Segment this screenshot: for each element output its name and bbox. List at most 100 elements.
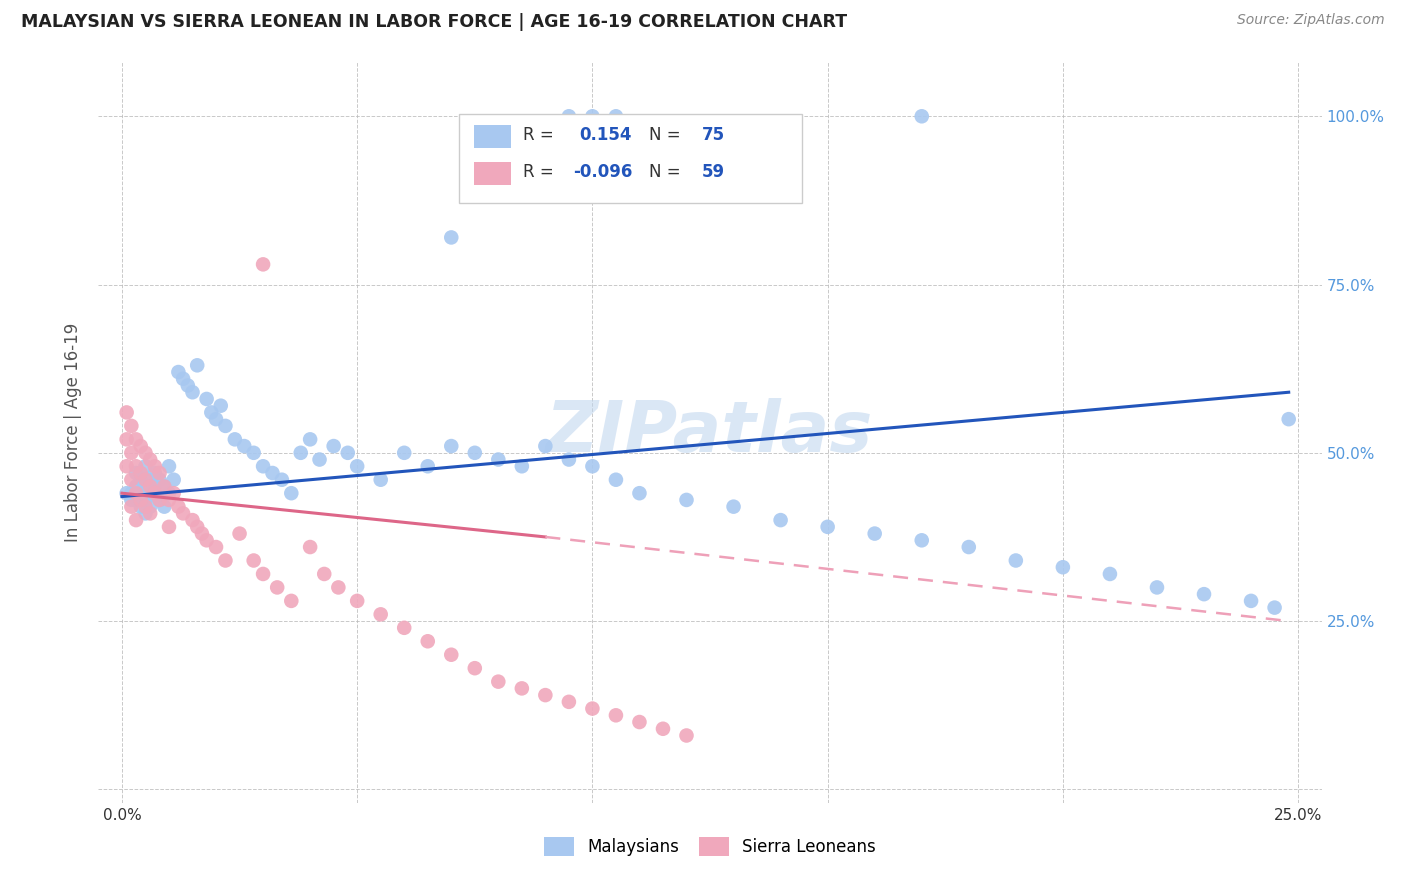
Point — [628, 714, 651, 729]
Point — [129, 492, 152, 507]
Point — [186, 520, 208, 534]
Point — [143, 486, 166, 500]
Y-axis label: In Labor Force | Age 16-19: In Labor Force | Age 16-19 — [65, 323, 83, 542]
Point — [280, 594, 302, 608]
Point — [346, 594, 368, 608]
Point — [392, 621, 415, 635]
Point — [464, 661, 486, 675]
Point — [370, 607, 392, 622]
Text: Source: ZipAtlas.com: Source: ZipAtlas.com — [1237, 13, 1385, 28]
Point — [125, 459, 148, 474]
Point — [149, 473, 172, 487]
Point — [139, 500, 162, 514]
Point — [228, 526, 250, 541]
Point — [242, 446, 264, 460]
Point — [675, 492, 697, 507]
Point — [205, 540, 228, 554]
Point — [486, 674, 509, 689]
Bar — [474, 126, 510, 147]
Point — [143, 479, 166, 493]
Point — [224, 433, 246, 447]
Point — [233, 439, 256, 453]
Point — [911, 109, 934, 123]
Point — [134, 479, 156, 493]
Point — [252, 459, 274, 474]
Point — [157, 459, 180, 474]
Point — [290, 446, 312, 460]
Point — [167, 500, 190, 514]
Text: N =: N = — [648, 126, 681, 144]
Point — [252, 257, 274, 271]
Point — [464, 446, 486, 460]
Point — [1052, 560, 1074, 574]
Point — [120, 486, 142, 500]
Point — [581, 459, 603, 474]
Point — [195, 533, 218, 548]
Point — [605, 473, 627, 487]
Point — [139, 473, 162, 487]
Point — [195, 392, 218, 406]
Point — [266, 581, 288, 595]
Point — [134, 507, 156, 521]
Point — [134, 492, 156, 507]
Point — [392, 446, 415, 460]
Point — [299, 540, 322, 554]
Point — [957, 540, 980, 554]
Point — [605, 109, 627, 123]
Legend: Malaysians, Sierra Leoneans: Malaysians, Sierra Leoneans — [536, 829, 884, 865]
Point — [163, 473, 186, 487]
Point — [129, 473, 152, 487]
Point — [134, 500, 156, 514]
Point — [510, 681, 533, 696]
Point — [139, 486, 162, 500]
Point — [139, 479, 162, 493]
Text: 75: 75 — [702, 126, 724, 144]
Point — [115, 459, 138, 474]
Point — [534, 439, 557, 453]
Point — [817, 520, 839, 534]
Point — [134, 459, 156, 474]
Point — [209, 399, 232, 413]
Point — [558, 109, 581, 123]
Point — [1146, 581, 1168, 595]
Point — [581, 109, 603, 123]
Point — [336, 446, 359, 460]
Point — [1192, 587, 1215, 601]
Point — [125, 479, 148, 493]
Point — [191, 526, 214, 541]
Point — [280, 486, 302, 500]
Point — [510, 459, 533, 474]
Point — [205, 412, 228, 426]
Text: R =: R = — [523, 126, 554, 144]
Text: -0.096: -0.096 — [574, 163, 633, 181]
Point — [129, 486, 152, 500]
Point — [558, 695, 581, 709]
Point — [120, 446, 142, 460]
Point — [125, 513, 148, 527]
Point — [328, 581, 350, 595]
Text: MALAYSIAN VS SIERRA LEONEAN IN LABOR FORCE | AGE 16-19 CORRELATION CHART: MALAYSIAN VS SIERRA LEONEAN IN LABOR FOR… — [21, 13, 848, 31]
Point — [172, 372, 194, 386]
Point — [200, 405, 222, 419]
Point — [346, 459, 368, 474]
Point — [143, 466, 166, 480]
Point — [723, 500, 745, 514]
Point — [149, 466, 172, 480]
Point — [115, 486, 138, 500]
Point — [149, 492, 172, 507]
Point — [440, 648, 463, 662]
Point — [167, 365, 190, 379]
Point — [125, 486, 148, 500]
Text: 59: 59 — [702, 163, 724, 181]
Text: R =: R = — [523, 163, 554, 181]
Point — [322, 439, 344, 453]
Point — [115, 405, 138, 419]
Point — [911, 533, 934, 548]
Point — [308, 452, 330, 467]
Point — [1004, 553, 1026, 567]
Point — [214, 418, 236, 433]
Point — [299, 433, 322, 447]
Point — [125, 492, 148, 507]
Point — [134, 446, 156, 460]
Point — [134, 473, 156, 487]
